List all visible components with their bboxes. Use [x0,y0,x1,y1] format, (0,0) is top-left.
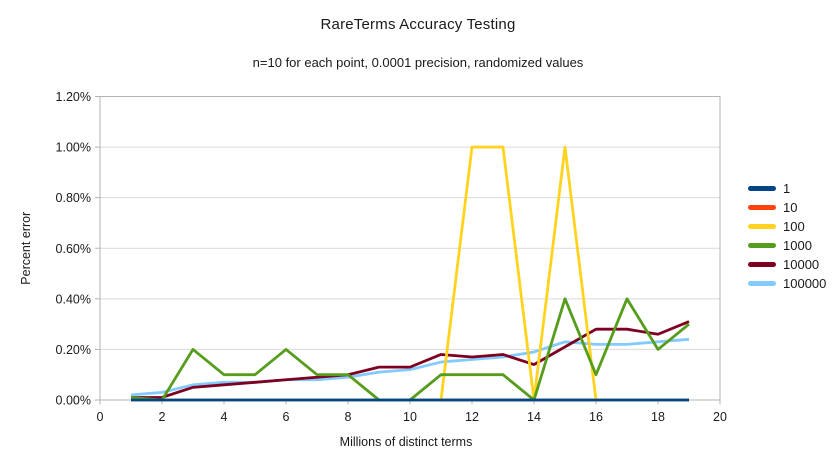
x-tick-label: 8 [345,410,352,424]
y-tick-label: 0.00% [56,394,91,408]
y-tick-label: 1.20% [56,90,91,104]
x-tick-label: 14 [527,410,541,424]
series-line-10000 [131,320,690,399]
legend-label: 100 [783,219,805,234]
x-axis: 0 2 4 6 8 10 12 14 16 18 20 [97,400,727,424]
x-tick-label: 12 [465,410,479,424]
legend-label: 100000 [783,276,827,291]
legend-item-100000: 100000 [748,274,826,293]
legend-item-1000: 1000 [748,236,826,255]
legend-label: 10000 [783,257,820,272]
legend-swatch-100 [748,224,776,229]
chart-legend: 1 10 100 1000 10000 100000 [748,179,826,293]
y-tick-label: 1.00% [56,141,91,155]
legend-swatch-10000 [748,262,776,267]
series-line-100000 [130,337,690,397]
x-tick-label: 2 [159,410,166,424]
x-tick-label: 4 [221,410,228,424]
legend-item-10: 10 [748,198,826,217]
legend-swatch-100000 [748,281,776,286]
x-tick-label: 20 [713,410,727,424]
x-tick-label: 18 [651,410,665,424]
y-tick-label: 0.60% [56,242,91,256]
legend-label: 1000 [783,238,812,253]
legend-label: 1 [783,181,791,196]
x-tick-label: 16 [589,410,603,424]
series-lines [130,145,690,402]
legend-swatch-10 [748,205,776,210]
y-axis-title: Percent error [19,212,33,285]
y-tick-label: 0.40% [56,292,91,306]
y-tick-label: 0.20% [56,343,91,357]
series-line-100 [131,145,689,402]
legend-swatch-1 [748,186,776,191]
y-tick-label: 0.80% [56,191,91,205]
legend-item-10000: 10000 [748,255,826,274]
legend-label: 10 [783,200,798,215]
x-axis-title: Millions of distinct terms [340,435,473,449]
chart-title: RareTerms Accuracy Testing [320,16,516,33]
gridlines [100,96,720,401]
x-tick-label: 0 [97,410,104,424]
x-tick-label: 10 [403,410,417,424]
y-axis: 0.00% 0.20% 0.40% 0.60% 0.80% 1.00% 1.20% [56,90,100,408]
legend-item-100: 100 [748,217,826,236]
chart-subtitle: n=10 for each point, 0.0001 precision, r… [252,55,584,70]
x-tick-label: 6 [283,410,290,424]
legend-item-1: 1 [748,179,826,198]
legend-swatch-1000 [748,243,776,248]
